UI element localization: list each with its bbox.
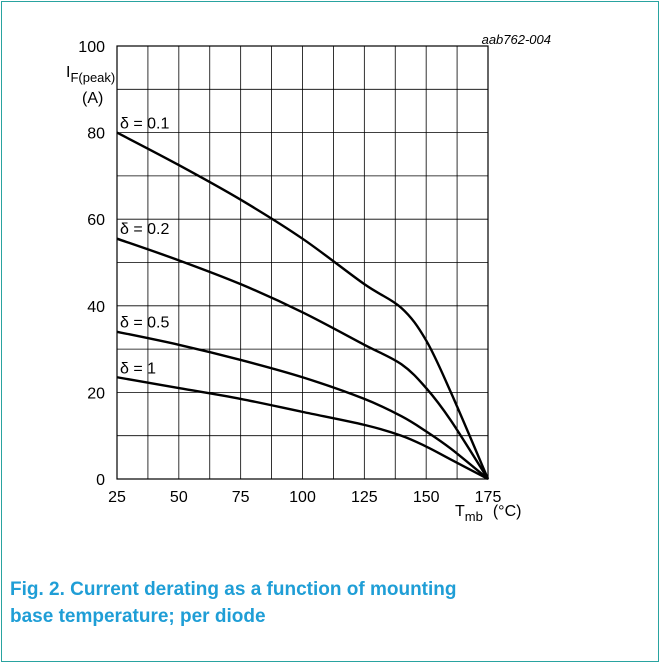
reference-code: aab762-004	[482, 32, 551, 47]
x-tick-label: 175	[475, 489, 502, 506]
series-curve-3	[116, 330, 489, 480]
x-tick-label: 25	[108, 489, 126, 506]
y-tick-label: 100	[78, 39, 105, 56]
figure-caption: Fig. 2. Current derating as a function o…	[10, 576, 610, 630]
y-axis-label-sub: F(peak)	[70, 70, 115, 85]
chart-grid	[117, 46, 488, 479]
caption-line-1: Fig. 2. Current derating as a function o…	[10, 579, 457, 600]
x-tick-labels: 25 50 75 100 125 150 175	[108, 489, 501, 506]
x-tick-label: 125	[351, 489, 378, 506]
series-label-2: δ = 0.2	[120, 221, 169, 238]
x-axis-label-main: T	[455, 503, 465, 520]
series-label-3: δ = 0.5	[120, 314, 169, 331]
series-curves	[116, 131, 490, 481]
y-tick-label: 60	[87, 212, 105, 229]
x-tick-label: 50	[170, 489, 188, 506]
x-tick-label: 75	[232, 489, 250, 506]
x-axis-label-sub: mb	[465, 509, 483, 524]
y-tick-label: 0	[96, 472, 105, 489]
x-tick-label: 100	[289, 489, 316, 506]
series-curve-4	[116, 376, 489, 481]
caption-line-2: base temperature; per diode	[10, 606, 266, 627]
series-labels: δ = 0.1 δ = 0.2 δ = 0.5 δ = 1	[120, 115, 169, 377]
series-label-1: δ = 0.1	[120, 115, 169, 132]
y-axis-unit: (A)	[82, 90, 103, 107]
y-axis-label-main: I	[66, 64, 70, 81]
series-label-4: δ = 1	[120, 360, 156, 377]
x-axis-label: Tmb (°C)	[455, 503, 521, 524]
y-axis-label: IF(peak)	[66, 64, 115, 85]
y-tick-label: 40	[87, 299, 105, 316]
y-tick-label: 80	[87, 126, 105, 143]
series-curve-2	[116, 237, 490, 480]
y-tick-labels: 0 20 40 60 80 100	[78, 39, 105, 489]
x-axis-label-unit: (°C)	[493, 503, 522, 520]
plot-area-border	[116, 45, 489, 480]
x-tick-label: 150	[413, 489, 440, 506]
y-tick-label: 20	[87, 385, 105, 402]
series-curve-1	[116, 131, 490, 480]
